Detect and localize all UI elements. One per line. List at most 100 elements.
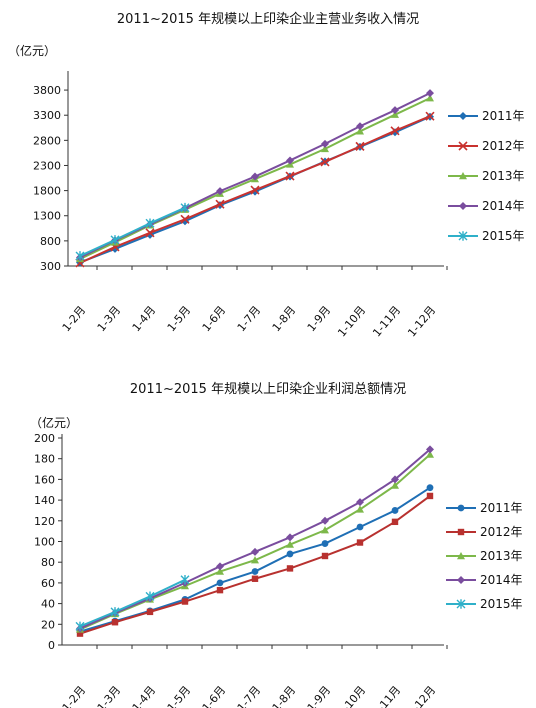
chart1-data-point xyxy=(251,172,259,181)
chart2-data-point xyxy=(251,547,259,556)
chart2-data-point xyxy=(145,591,155,602)
chart2-y-tick-label: 120 xyxy=(34,515,55,528)
chart2-y-tick-label: 140 xyxy=(34,494,55,507)
chart1-data-point xyxy=(391,110,399,118)
chart2-data-point xyxy=(391,481,399,489)
chart1-x-tick-label: 1-3月 xyxy=(95,304,124,335)
legend-label: 2014年 xyxy=(480,573,523,587)
legend-swatch-marker xyxy=(458,231,468,241)
legend-swatch-marker xyxy=(459,172,467,180)
chart2-data-point xyxy=(75,621,85,632)
chart1-data-point xyxy=(321,139,329,148)
chart2-legend-entry: 2013年 xyxy=(446,549,523,563)
legend-label: 2015年 xyxy=(480,597,523,611)
legend-label: 2012年 xyxy=(480,525,523,539)
chart2-series-line xyxy=(79,495,431,635)
legend-swatch-marker xyxy=(457,528,465,536)
legend-swatch-marker xyxy=(457,552,465,560)
chart2-data-point xyxy=(426,445,434,454)
chart2-data-point xyxy=(286,550,294,558)
chart1-legend-entry: 2014年 xyxy=(448,199,525,213)
chart1-x-tick-label: 1-8月 xyxy=(270,304,299,335)
chart2-data-point xyxy=(216,567,224,575)
chart2-data-point xyxy=(321,552,329,560)
chart1-y-tick-label: 2300 xyxy=(33,159,61,172)
chart2-x-tick-label: 1-7月 xyxy=(235,684,264,708)
chart1-legend-entry: 2012年 xyxy=(448,139,525,153)
legend-swatch-marker xyxy=(457,576,465,584)
legend-label: 2011年 xyxy=(480,501,523,515)
chart1-data-point xyxy=(390,126,400,136)
chart2-data-point xyxy=(76,630,84,637)
chart2-data-point xyxy=(356,498,364,507)
chart1-x-tick-label: 1-10月 xyxy=(335,304,368,340)
chart1-data-point xyxy=(355,141,365,151)
chart1-legend-entry: 2013年 xyxy=(448,169,525,183)
chart1-legend-entry: 2015年 xyxy=(448,229,525,243)
chart2-x-tick-label: 1-10月 xyxy=(335,684,368,708)
chart2-y-tick-label: 60 xyxy=(41,577,55,590)
chart2-x-tick-label: 1-3月 xyxy=(95,684,124,708)
chart1-data-point xyxy=(145,218,155,229)
chart1-data-point xyxy=(250,185,260,195)
chart2-data-point xyxy=(286,565,294,572)
chart1-data-point xyxy=(426,89,434,98)
chart1-data-point xyxy=(425,111,435,121)
chart1-x-tick-label: 1-9月 xyxy=(305,304,334,335)
chart1-y-tick-label: 2800 xyxy=(33,134,61,147)
chart2-data-point xyxy=(426,484,434,492)
legend-swatch-marker xyxy=(459,202,467,210)
chart2-y-tick-label: 100 xyxy=(34,536,55,549)
chart1-data-point xyxy=(286,156,294,165)
chart2-data-point xyxy=(286,533,294,542)
chart2-x-tick-label: 1-8月 xyxy=(270,684,299,708)
chart2-data-point xyxy=(251,568,259,575)
chart2-y-tick-label: 200 xyxy=(34,432,55,445)
chart1-x-tick-label: 1-2月 xyxy=(60,304,89,335)
chart2-legend-entry: 2014年 xyxy=(446,573,523,587)
chart1-data-point xyxy=(180,214,190,224)
chart1-y-tick-label: 300 xyxy=(40,260,61,273)
chart2-data-point xyxy=(426,492,434,500)
chart1-series-2012年 xyxy=(75,111,435,268)
chart2-x-tick-label: 1-4月 xyxy=(130,684,159,708)
chart1-series-2015年 xyxy=(75,202,190,261)
chart2-data-point xyxy=(180,574,190,585)
chart1-data-point xyxy=(356,122,364,131)
chart2-data-point xyxy=(321,516,329,525)
chart1-y-tick-label: 3300 xyxy=(33,109,61,122)
legend-label: 2014年 xyxy=(482,199,525,213)
legend-swatch-marker xyxy=(459,112,467,120)
chart2-series-line xyxy=(79,448,431,630)
chart2-data-point xyxy=(321,540,329,547)
chart2-data-point xyxy=(391,518,399,526)
legend-label: 2013年 xyxy=(482,169,525,183)
chart2-data-point xyxy=(110,607,120,617)
chart1-legend-entry: 2011年 xyxy=(448,109,525,123)
chart1-y-tick-label: 1300 xyxy=(33,210,61,223)
chart1-y-tick-label: 1800 xyxy=(33,185,61,198)
chart1-data-point xyxy=(320,157,330,167)
chart2-legend-entry: 2015年 xyxy=(446,597,523,611)
chart2-legend-entry: 2011年 xyxy=(446,501,523,515)
legend-swatch-marker xyxy=(457,504,465,512)
chart2-data-point xyxy=(216,579,224,587)
chart2-y-tick-label: 160 xyxy=(34,473,55,486)
chart1-x-tick-label: 1-7月 xyxy=(235,304,264,335)
chart1-x-tick-label: 1-5月 xyxy=(165,304,194,335)
chart2-data-point xyxy=(251,556,259,564)
chart2-data-point xyxy=(251,575,259,582)
chart1-data-point xyxy=(216,187,224,196)
chart1-data-point xyxy=(215,199,225,209)
chart2-y-tick-label: 0 xyxy=(48,639,55,652)
chart1-data-point xyxy=(356,127,364,135)
chart2-series-line xyxy=(79,578,186,628)
chart2-data-point xyxy=(286,540,294,548)
chart1-y-tick-label: 3800 xyxy=(33,84,61,97)
legend-label: 2012年 xyxy=(482,139,525,153)
chart2-data-point xyxy=(426,450,434,458)
chart2-data-point xyxy=(391,475,399,484)
chart2-data-point xyxy=(356,523,364,531)
